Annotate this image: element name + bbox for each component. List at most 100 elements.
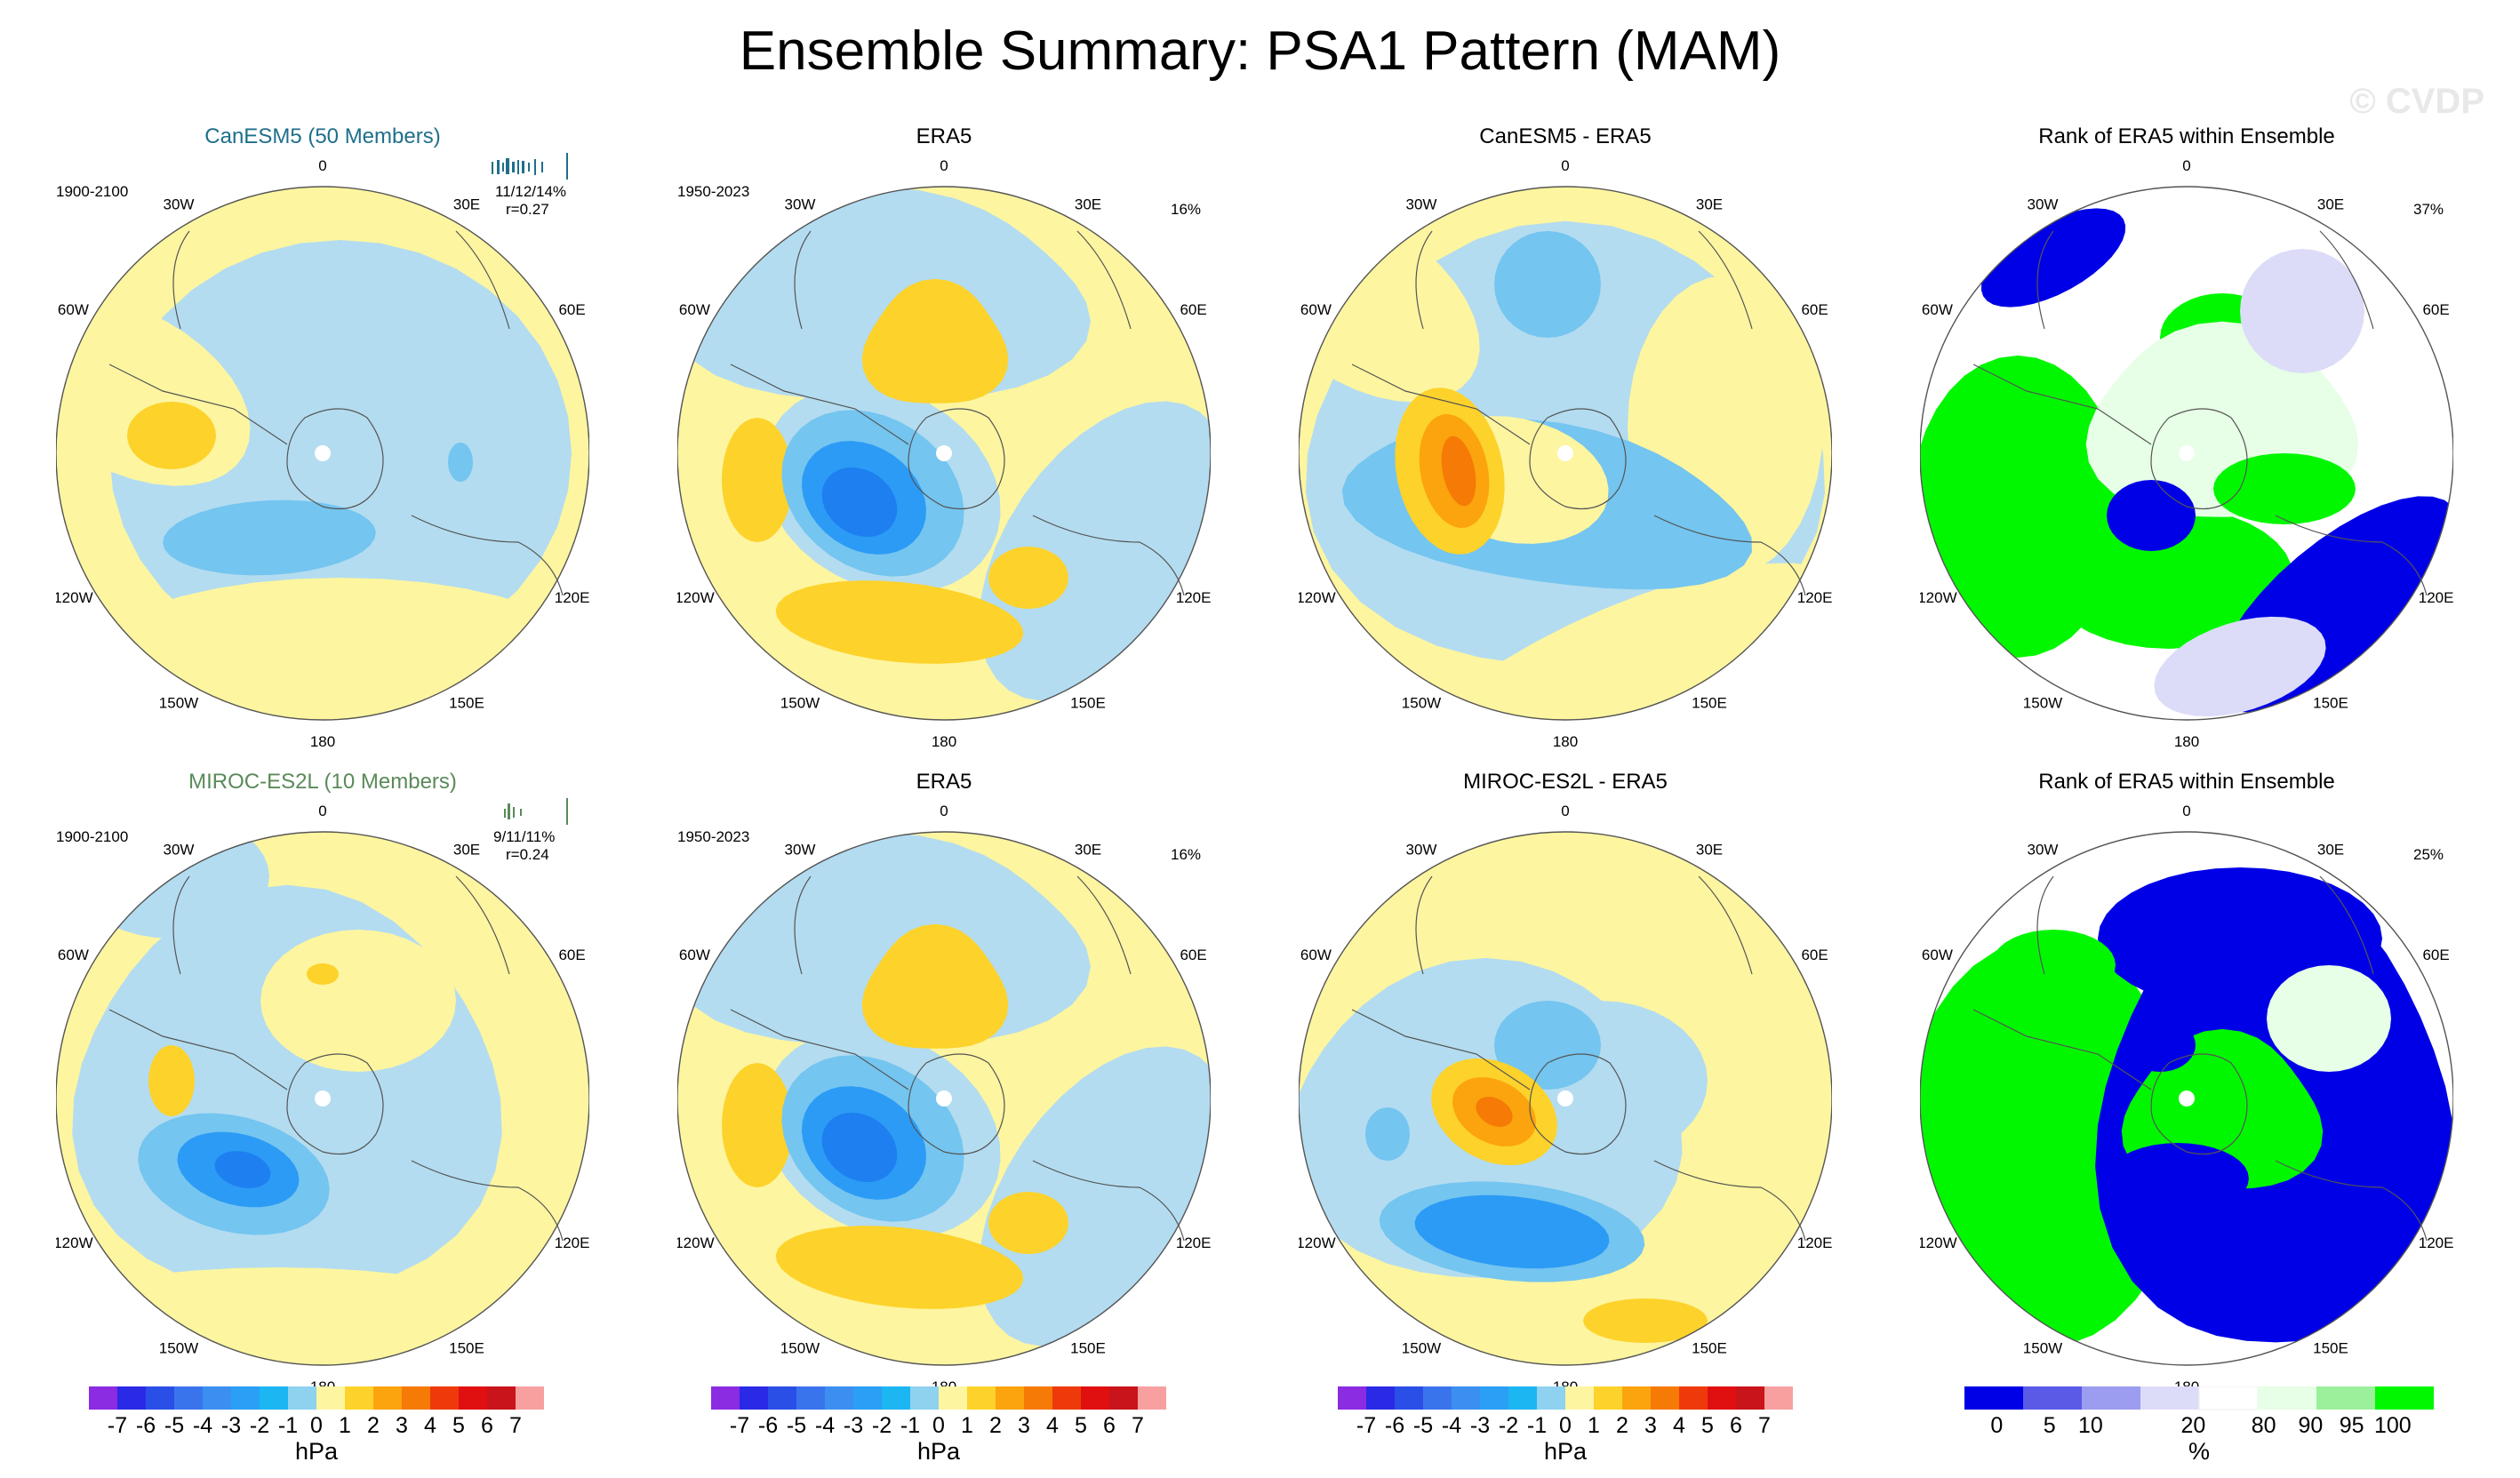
longitude-label: 30W bbox=[2028, 196, 2059, 212]
polar-map: 030E60E90E120E150E180150W120W90W60W30W bbox=[1299, 803, 1832, 1395]
member-spread-strip bbox=[492, 153, 568, 180]
panel-title: MIROC-ES2L (10 Members) bbox=[188, 770, 457, 794]
longitude-label: 30E bbox=[1075, 196, 1101, 212]
rank-region bbox=[1980, 208, 2126, 308]
colorbar-tick-label: 100 bbox=[2374, 1413, 2412, 1438]
longitude-label: 120E bbox=[555, 1234, 589, 1251]
longitude-label: 120E bbox=[555, 589, 589, 606]
colorbar-tick-label: 2 bbox=[367, 1413, 380, 1438]
period-label: 1900-2100 bbox=[56, 183, 129, 200]
colorbar-swatch bbox=[939, 1386, 967, 1410]
colorbar-swatch bbox=[146, 1386, 174, 1410]
colorbar-swatch bbox=[174, 1386, 203, 1410]
contour-region bbox=[163, 499, 376, 576]
colorbar-tick-label: 95 bbox=[2340, 1413, 2364, 1438]
cvdp-watermark: © CVDP bbox=[2349, 82, 2484, 121]
colorbar-tick-label: 7 bbox=[1758, 1413, 1771, 1438]
longitude-label: 0 bbox=[2182, 803, 2190, 819]
colorbar-unit: % bbox=[2188, 1438, 2210, 1465]
map-boundary bbox=[1299, 831, 1832, 1366]
contour-region bbox=[821, 1112, 898, 1183]
colorbar-tick-label: 0 bbox=[1559, 1413, 1572, 1438]
period-label: 1950-2023 bbox=[677, 828, 750, 845]
panel-title: ERA5 bbox=[916, 770, 972, 794]
colorbar-swatch bbox=[288, 1386, 316, 1410]
longitude-label: 0 bbox=[318, 157, 326, 174]
longitude-label: 120W bbox=[1920, 1234, 1957, 1251]
colorbar-hpa-1: -7 -6 -5 -4 -3 -2 -1 0 1 2 3 4 5 6 7 hPa bbox=[89, 1386, 544, 1465]
colorbar-swatch bbox=[231, 1386, 260, 1410]
colorbar-tick-label: -7 bbox=[730, 1413, 749, 1438]
colorbar-swatch bbox=[316, 1386, 345, 1410]
colorbar-swatch bbox=[487, 1386, 516, 1410]
rank-field bbox=[1920, 832, 2453, 1365]
colorbar-swatch bbox=[2082, 1386, 2140, 1410]
period-label: 1900-2100 bbox=[56, 828, 129, 845]
colorbar-swatch bbox=[2198, 1386, 2259, 1410]
longitude-label: 120W bbox=[56, 1234, 93, 1251]
longitude-label: 120W bbox=[1299, 1234, 1336, 1251]
colorbar-tick-label: 3 bbox=[1644, 1413, 1657, 1438]
figure-title: Ensemble Summary: PSA1 Pattern (MAM) bbox=[739, 20, 1781, 82]
contour-region bbox=[722, 1063, 793, 1187]
colorbar-swatch bbox=[882, 1386, 910, 1410]
colorbar-tick-label: -3 bbox=[221, 1413, 241, 1438]
longitude-label: 120W bbox=[1299, 589, 1336, 606]
polar-map: 030E60E90E120E150E180150W120W90W60W30W bbox=[1299, 157, 1832, 750]
colorbar-tick-label: -5 bbox=[1413, 1413, 1433, 1438]
longitude-label: 180 bbox=[1553, 733, 1578, 750]
longitude-label: 60E bbox=[1801, 301, 1828, 318]
longitude-label: 30W bbox=[785, 841, 816, 858]
longitude-label: 30E bbox=[453, 196, 480, 212]
longitude-label: 60E bbox=[2422, 301, 2449, 318]
coastlines bbox=[1351, 875, 1806, 1242]
longitude-label: 0 bbox=[1561, 157, 1569, 174]
rank-region bbox=[2124, 1019, 2196, 1072]
map-field bbox=[677, 832, 1211, 1365]
colorbar-swatch bbox=[1594, 1386, 1622, 1410]
contour-region bbox=[1365, 1107, 1410, 1161]
colorbar-rank: 0 5 10 20 80 90 95 100% bbox=[1964, 1386, 2434, 1465]
colorbar-swatch bbox=[1736, 1386, 1764, 1410]
longitude-label: 0 bbox=[940, 157, 948, 174]
longitude-label: 120W bbox=[1920, 589, 1957, 606]
longitude-label: 30W bbox=[164, 196, 195, 212]
rank-field bbox=[1920, 187, 2453, 720]
rank-region bbox=[2154, 616, 2326, 717]
variance-pct-label: 16% bbox=[1171, 201, 1202, 218]
colorbar-swatch bbox=[1565, 1386, 1594, 1410]
colorbar-swatch bbox=[1708, 1386, 1736, 1410]
longitude-label: 0 bbox=[2182, 157, 2190, 174]
colorbar-swatch bbox=[1109, 1386, 1138, 1410]
coastlines bbox=[1972, 230, 2428, 596]
colorbar-hpa-3: -7 -6 -5 -4 -3 -2 -1 0 1 2 3 4 5 6 7 hPa bbox=[1338, 1386, 1793, 1465]
map-field bbox=[677, 187, 1211, 720]
contour-region bbox=[1476, 1097, 1513, 1127]
longitude-label: 150W bbox=[159, 1340, 198, 1357]
longitude-label: 60E bbox=[1801, 947, 1828, 963]
colorbar-swatch bbox=[1138, 1386, 1166, 1410]
longitude-label: 30E bbox=[2317, 196, 2344, 212]
colorbar-swatch bbox=[516, 1386, 544, 1410]
colorbar-swatch bbox=[768, 1386, 796, 1410]
colorbar-tick-label: -3 bbox=[1470, 1413, 1490, 1438]
polar-map: 030E60E90E120E150E180150W120W90W60W30W bbox=[56, 803, 589, 1395]
panel-row1-diff: CanESM5 - ERA5 030E60E90E120E150E180150W… bbox=[1299, 124, 1832, 800]
contour-region bbox=[148, 1045, 195, 1116]
colorbar-tick-label: -2 bbox=[872, 1413, 892, 1438]
colorbar-tick-label: 3 bbox=[1018, 1413, 1030, 1438]
polar-map: 030E60E90E120E150E180150W120W90W60W30W bbox=[1920, 803, 2453, 1395]
colorbar-tick-label: 6 bbox=[1730, 1413, 1742, 1438]
longitude-label: 0 bbox=[1561, 803, 1569, 819]
longitude-label: 60E bbox=[2422, 947, 2449, 963]
longitude-label: 60W bbox=[1300, 947, 1332, 963]
contour-region bbox=[821, 467, 898, 538]
stats-label: 11/12/14% bbox=[495, 183, 567, 200]
colorbar-tick-label: -4 bbox=[193, 1413, 212, 1438]
colorbar-tick-label: 4 bbox=[424, 1413, 436, 1438]
colorbar-tick-label: -1 bbox=[278, 1413, 298, 1438]
colorbar-swatch bbox=[1480, 1386, 1508, 1410]
colorbar-tick-label: 7 bbox=[1132, 1413, 1144, 1438]
map-field bbox=[56, 832, 589, 1365]
map-boundary bbox=[1920, 831, 2453, 1366]
